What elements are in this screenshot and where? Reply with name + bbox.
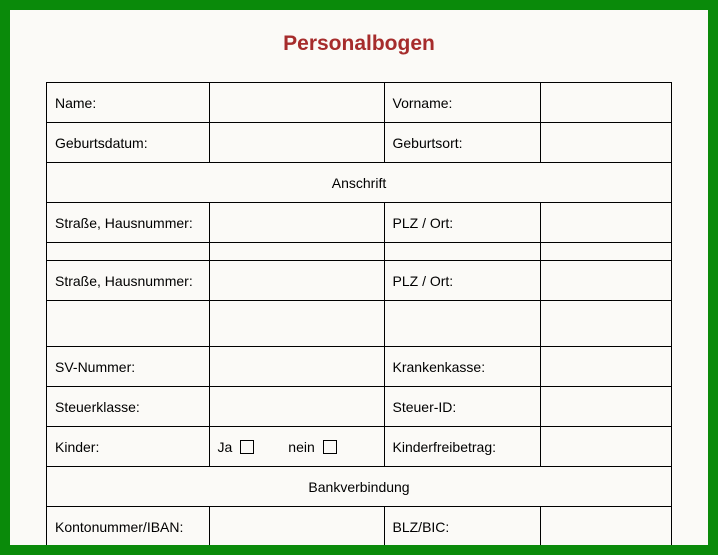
value-sv-nummer[interactable] xyxy=(209,347,384,387)
document-title: Personalbogen xyxy=(46,32,672,56)
value-vorname[interactable] xyxy=(540,83,671,123)
label-steuerklasse: Steuerklasse: xyxy=(47,387,210,427)
section-header-anschrift: Anschrift xyxy=(47,163,672,203)
label-strasse: Straße, Hausnummer: xyxy=(47,261,210,301)
label-strasse: Straße, Hausnummer: xyxy=(47,203,210,243)
value-geburtsdatum[interactable] xyxy=(209,123,384,163)
table-row-spacer xyxy=(47,243,672,261)
label-plz-ort: PLZ / Ort: xyxy=(384,261,540,301)
value-strasse1[interactable] xyxy=(209,203,384,243)
empty-cell xyxy=(540,243,671,261)
empty-cell xyxy=(384,301,540,347)
table-row: Straße, Hausnummer: PLZ / Ort: xyxy=(47,261,672,301)
checkbox-ja[interactable] xyxy=(240,440,254,454)
table-row: Kontonummer/IBAN: BLZ/BIC: xyxy=(47,507,672,546)
value-steuerklasse[interactable] xyxy=(209,387,384,427)
value-kinderfreibetrag[interactable] xyxy=(540,427,671,467)
table-row: Steuerklasse: Steuer-ID: xyxy=(47,387,672,427)
label-steuer-id: Steuer-ID: xyxy=(384,387,540,427)
label-konto: Kontonummer/IBAN: xyxy=(47,507,210,546)
table-row: Straße, Hausnummer: PLZ / Ort: xyxy=(47,203,672,243)
table-row: Kinder: Ja nein Kinderfreibetrag: xyxy=(47,427,672,467)
value-steuer-id[interactable] xyxy=(540,387,671,427)
form-table: Name: Vorname: Geburtsdatum: Geburtsort:… xyxy=(46,82,672,545)
label-vorname: Vorname: xyxy=(384,83,540,123)
document-page: Personalbogen Name: Vorname: Geburtsdatu… xyxy=(10,10,708,545)
empty-cell xyxy=(47,301,210,347)
table-row: Anschrift xyxy=(47,163,672,203)
section-header-bankverbindung: Bankverbindung xyxy=(47,467,672,507)
value-krankenkasse[interactable] xyxy=(540,347,671,387)
table-row: Name: Vorname: xyxy=(47,83,672,123)
label-ja: Ja xyxy=(218,439,233,455)
label-nein: nein xyxy=(288,439,314,455)
value-strasse2[interactable] xyxy=(209,261,384,301)
value-konto[interactable] xyxy=(209,507,384,546)
table-row-spacer xyxy=(47,301,672,347)
empty-cell xyxy=(540,301,671,347)
table-row: Geburtsdatum: Geburtsort: xyxy=(47,123,672,163)
empty-cell xyxy=(209,243,384,261)
empty-cell xyxy=(47,243,210,261)
kinder-options: Ja nein xyxy=(209,427,384,467)
label-geburtsort: Geburtsort: xyxy=(384,123,540,163)
label-krankenkasse: Krankenkasse: xyxy=(384,347,540,387)
value-plz2[interactable] xyxy=(540,261,671,301)
value-geburtsort[interactable] xyxy=(540,123,671,163)
empty-cell xyxy=(384,243,540,261)
value-blz[interactable] xyxy=(540,507,671,546)
empty-cell xyxy=(209,301,384,347)
checkbox-nein[interactable] xyxy=(323,440,337,454)
table-row: SV-Nummer: Krankenkasse: xyxy=(47,347,672,387)
label-plz-ort: PLZ / Ort: xyxy=(384,203,540,243)
label-sv-nummer: SV-Nummer: xyxy=(47,347,210,387)
value-plz1[interactable] xyxy=(540,203,671,243)
label-geburtsdatum: Geburtsdatum: xyxy=(47,123,210,163)
label-kinder: Kinder: xyxy=(47,427,210,467)
label-kinderfreibetrag: Kinderfreibetrag: xyxy=(384,427,540,467)
table-row: Bankverbindung xyxy=(47,467,672,507)
label-name: Name: xyxy=(47,83,210,123)
value-name[interactable] xyxy=(209,83,384,123)
label-blz: BLZ/BIC: xyxy=(384,507,540,546)
